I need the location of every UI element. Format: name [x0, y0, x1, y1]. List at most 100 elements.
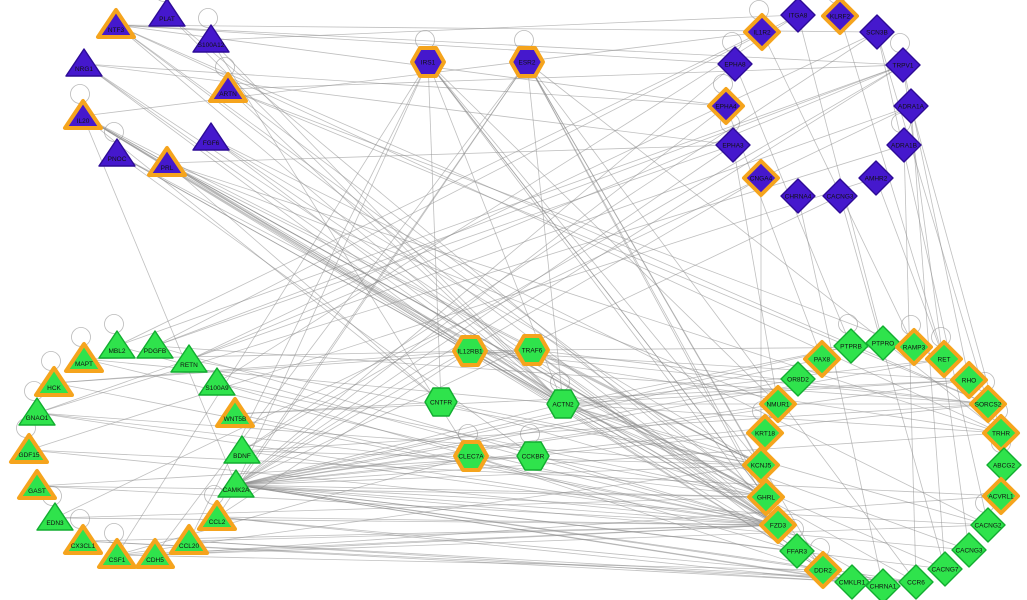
node-cacng3g[interactable]: CACNG3	[951, 532, 987, 568]
edge-esr2-ccr6[interactable]	[526, 61, 917, 583]
edge-prl-nmur1[interactable]	[166, 162, 779, 405]
edge-traf6-fzd3[interactable]	[531, 349, 779, 526]
edge-edn3-ghrl[interactable]	[54, 496, 767, 519]
edge-fgf6-cacng2[interactable]	[210, 137, 989, 526]
edge-traf6-sorcs2[interactable]	[531, 349, 989, 405]
node-actn2[interactable]: ACTN2	[546, 389, 580, 419]
node-gdf15[interactable]: GDF15	[9, 433, 49, 464]
node-fgf6[interactable]: FGF6	[192, 122, 230, 151]
node-cacng7[interactable]: CACNG7	[927, 551, 963, 587]
edge-cx3cl1-cmklr1[interactable]	[82, 540, 853, 583]
edge-camk2a-nmur1[interactable]	[235, 403, 779, 486]
node-cckbr[interactable]: CCKBR	[516, 441, 550, 471]
edge-ntf3-epha8[interactable]	[115, 24, 736, 65]
edge-ntf3-trhr[interactable]	[115, 24, 1002, 434]
edge-camk2a-rho[interactable]	[235, 379, 970, 486]
node-ntf3[interactable]: NTF3	[96, 8, 136, 39]
edge-pdgfb-itga8[interactable]	[154, 14, 799, 347]
edge-fgf6-kcnj5[interactable]	[210, 137, 762, 466]
edge-cnga4-camk2a[interactable]	[235, 177, 762, 486]
node-mapt[interactable]: MAPT	[64, 342, 104, 373]
edge-cntfr-kcnj5[interactable]	[440, 401, 762, 466]
edge-retn-kcnj5[interactable]	[188, 359, 762, 466]
node-il12rb1[interactable]: IL12RB1	[452, 335, 488, 367]
edge-gdf15-fzd3[interactable]	[28, 449, 779, 526]
edge-wnt5b-cntfr[interactable]	[234, 401, 442, 415]
node-cacng3p[interactable]: CACNG3	[822, 178, 858, 214]
edge-camk2a-ret[interactable]	[235, 358, 945, 486]
node-scn3b[interactable]: SCN3B	[859, 14, 895, 50]
edge-actn2-ret[interactable]	[562, 358, 945, 405]
node-chrna1[interactable]: CHRNA1	[865, 568, 901, 600]
edge-pdgfb-sorcs2[interactable]	[154, 345, 989, 405]
edge-gnao1-kcnj5[interactable]	[36, 412, 762, 466]
edge-cdh5-fzd3[interactable]	[154, 524, 779, 556]
edge-hck-traf6[interactable]	[53, 349, 533, 384]
edge-adra1a-cacng7[interactable]	[910, 105, 946, 570]
edge-actn2-chrna1[interactable]	[562, 403, 884, 587]
edge-plat-actn2[interactable]	[166, 13, 564, 405]
self-loop-edge-s100a12[interactable]	[198, 8, 218, 28]
edge-epha8-camk2a[interactable]	[235, 63, 736, 486]
edge-irs1-nmur1[interactable]	[427, 61, 779, 405]
edge-mbl2-il1r2[interactable]	[116, 31, 763, 347]
edge-csf1-clec7a[interactable]	[116, 455, 472, 556]
node-epha8[interactable]: EPHA8	[717, 46, 753, 82]
edge-actn2-rho[interactable]	[562, 379, 970, 405]
edge-csf1-kcnj5[interactable]	[116, 464, 762, 556]
node-itga8[interactable]: ITGA8	[780, 0, 816, 33]
node-wnt5b[interactable]: WNT5B	[215, 397, 255, 428]
node-il1r2[interactable]: IL1R2	[743, 13, 781, 51]
node-ccl2[interactable]: CCL2	[197, 500, 237, 531]
edge-esr2-actn2[interactable]	[526, 61, 564, 405]
node-gast[interactable]: GAST	[17, 469, 57, 500]
edge-mapt-fzd3[interactable]	[83, 358, 779, 526]
edge-s100a12-itga8[interactable]	[210, 14, 799, 41]
edge-esr2-cdh5[interactable]	[154, 61, 528, 556]
edge-il12rb1-rho[interactable]	[469, 350, 970, 381]
node-mbl2[interactable]: MBL2	[98, 330, 136, 359]
edge-ntf3-trpv1[interactable]	[115, 24, 904, 66]
edge-gast-cckbr[interactable]	[36, 455, 534, 487]
edge-epha4-camk2a[interactable]	[235, 105, 727, 486]
edge-scn3b-sorcs2[interactable]	[876, 31, 989, 405]
edge-camk2a-actn2[interactable]	[235, 403, 564, 486]
edge-camk2a-cmklr1[interactable]	[235, 484, 853, 583]
node-nrg1[interactable]: NRG1	[65, 48, 103, 77]
edge-artn-trpv1[interactable]	[227, 64, 904, 90]
edge-gdf15-amhr2[interactable]	[28, 177, 877, 451]
node-trpv1[interactable]: TRPV1	[885, 47, 921, 83]
edge-prl-cntfr[interactable]	[166, 162, 442, 403]
edge-il20-camk2a[interactable]	[82, 115, 237, 486]
node-klrf2[interactable]: KLRF2	[821, 0, 859, 35]
edge-camk2a-ghrl[interactable]	[235, 484, 767, 498]
edge-traf6-kcnj5[interactable]	[531, 349, 762, 466]
edge-ccl20-fzd3[interactable]	[188, 524, 779, 542]
edge-fgf6-fzd3[interactable]	[210, 137, 779, 526]
edge-hck-il12rb1[interactable]	[53, 350, 471, 384]
edge-esr2-trhr[interactable]	[526, 61, 1002, 434]
edge-s100a9-itga8[interactable]	[216, 14, 799, 384]
edge-chrna4-chrna1[interactable]	[797, 195, 884, 587]
edge-cckbr-ghrl[interactable]	[532, 455, 767, 498]
edge-actn2-kcnj5[interactable]	[562, 403, 762, 466]
edge-camk2a-epha3[interactable]	[235, 144, 734, 486]
self-loop-edge-mapt[interactable]	[71, 327, 91, 347]
edge-klrf2-ret[interactable]	[839, 15, 945, 360]
edge-esr2-ghrl[interactable]	[526, 61, 767, 498]
edge-camk2a-ffar3[interactable]	[235, 484, 798, 552]
edge-scn3b-cacng2[interactable]	[876, 31, 989, 526]
edge-camk2a-trhr[interactable]	[235, 432, 1002, 486]
edge-csf1-ddr2[interactable]	[116, 554, 824, 571]
node-ffar3[interactable]: FFAR3	[779, 533, 815, 569]
edge-irs1-ddr2[interactable]	[427, 61, 824, 571]
edge-pnoc-cckbr[interactable]	[116, 153, 534, 457]
edge-artn-sorcs2[interactable]	[227, 88, 989, 405]
edge-s100a9-ghrl[interactable]	[216, 382, 767, 498]
node-traf6[interactable]: TRAF6	[514, 334, 550, 366]
edge-esr2-fzd3[interactable]	[526, 61, 779, 526]
edge-prl-kcnj5[interactable]	[166, 162, 762, 466]
edge-hck-fzd3[interactable]	[53, 382, 779, 526]
self-loop-edge-plat[interactable]	[155, 0, 174, 2]
